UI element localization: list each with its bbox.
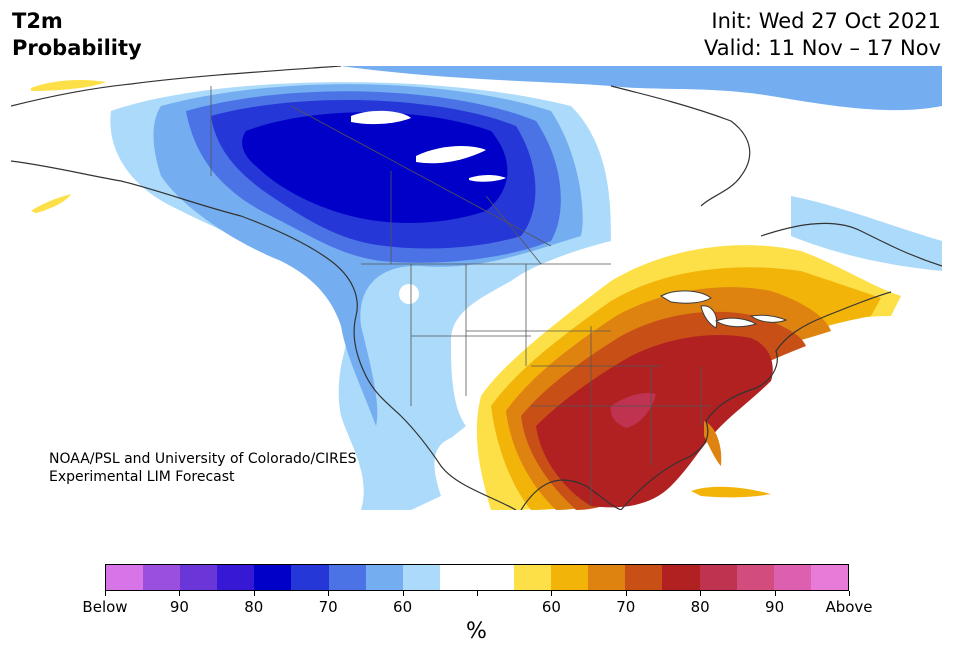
map-svg: [11, 66, 942, 510]
warm-band-85: [610, 393, 656, 428]
colorbar-swatch: [106, 565, 144, 590]
colorbar-tick-mark: [179, 591, 181, 596]
credit-line-2: Experimental LIM Forecast: [49, 469, 235, 485]
colorbar-tick-mark: [105, 591, 106, 596]
colorbar-tick-label: 60: [393, 598, 413, 616]
warm-band-alaska-north: [31, 80, 106, 91]
cold-band-90: [242, 112, 508, 223]
colorbar-swatch: [328, 565, 366, 590]
lake-patch-2: [416, 146, 486, 164]
warm-band-80: [536, 335, 773, 508]
init-date: Init: Wed 27 Oct 2021: [711, 9, 941, 33]
colorbar-swatch: [736, 565, 774, 590]
colorbar-tick-label: 60: [541, 598, 561, 616]
colorbar-tick-mark: [700, 591, 702, 596]
colorbar-swatch: [180, 565, 218, 590]
title-line-2: Probability: [12, 36, 142, 60]
valid-dates: Valid: 11 Nov – 17 Nov: [704, 36, 941, 60]
colorbar-tick-mark: [402, 591, 404, 596]
lake-patch-1: [351, 110, 411, 125]
great-lakes: [659, 290, 788, 329]
colorbar-tick-mark: [625, 591, 627, 596]
title-line-1: T2m: [12, 9, 63, 33]
colorbar-tick-label: 90: [765, 598, 785, 616]
colorbar-swatch: [217, 565, 255, 590]
cold-band-north: [341, 66, 942, 111]
colorbar-tick-label: 90: [169, 598, 189, 616]
colorbar-tick-label: 70: [616, 598, 636, 616]
colorbar-swatch: [551, 565, 589, 590]
colorbar-tick-label: 70: [318, 598, 338, 616]
state-borders: [210, 86, 711, 506]
colorbar-swatch: [365, 565, 403, 590]
lake-patch-4: [399, 284, 419, 304]
forecast-dates: Init: Wed 27 Oct 2021 Valid: 11 Nov – 17…: [704, 8, 941, 62]
colorbar-tick-mark: [328, 591, 330, 596]
coastlines: [11, 66, 942, 510]
colorbar-swatch: [291, 565, 329, 590]
colorbar-swatch: [143, 565, 181, 590]
colorbar-swatch: [439, 565, 477, 590]
colorbar-swatch: [402, 565, 440, 590]
colorbar-tick-mark: [253, 591, 255, 596]
colorbar-tick-mark: [477, 591, 478, 596]
colorbar-swatch: [699, 565, 737, 590]
colorbar-tick-label: 80: [690, 598, 710, 616]
warm-band-alaska-south: [31, 194, 71, 213]
colorbar-tick-label: Above: [825, 598, 873, 616]
credit-line-1: NOAA/PSL and University of Colorado/CIRE…: [49, 451, 357, 467]
colorbar-swatch: [773, 565, 811, 590]
colorbar-swatch: [625, 565, 663, 590]
colorbar-swatch: [810, 565, 848, 590]
colorbar-swatch: [662, 565, 700, 590]
warm-band-cuba: [691, 486, 771, 498]
colorbar-tick-label: Below: [82, 598, 128, 616]
colorbar-tick-mark: [849, 591, 850, 596]
chart-title: T2m Probability: [12, 8, 142, 62]
colorbar-swatch: [476, 565, 515, 590]
colorbar: [105, 564, 849, 591]
colorbar-swatch: [588, 565, 626, 590]
colorbar-swatch: [514, 565, 552, 590]
colorbar-swatch: [254, 565, 292, 590]
colorbar-unit: %: [466, 619, 487, 644]
map-credit: NOAA/PSL and University of Colorado/CIRE…: [49, 450, 357, 486]
colorbar-tick-mark: [551, 591, 553, 596]
forecast-map: [11, 66, 942, 510]
colorbar-tick-label: 80: [244, 598, 264, 616]
colorbar-tick-mark: [774, 591, 776, 596]
lake-patch-3: [469, 175, 506, 182]
